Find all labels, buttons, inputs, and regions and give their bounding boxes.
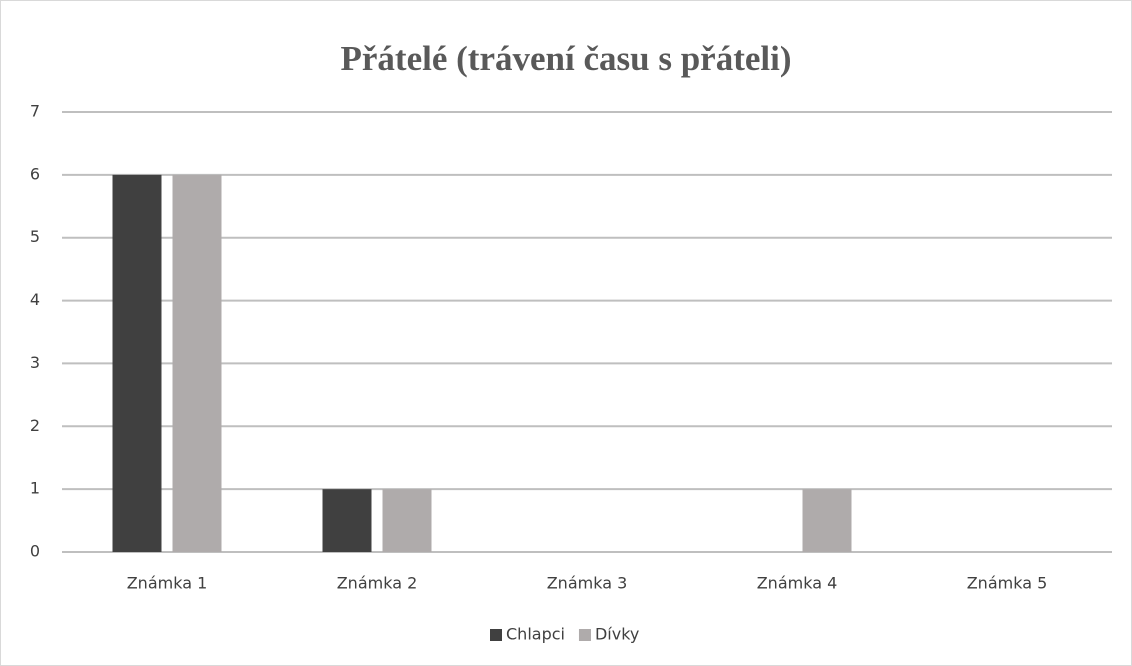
y-tick-label: 5 — [30, 227, 40, 246]
bar — [382, 489, 432, 552]
x-tick-label: Známka 1 — [127, 574, 208, 593]
x-tick-label: Známka 4 — [757, 574, 838, 593]
bar — [172, 174, 222, 552]
legend-label: Chlapci — [506, 625, 565, 644]
y-tick-label: 6 — [30, 164, 40, 183]
x-tick-label: Známka 2 — [337, 574, 418, 593]
x-tick-label: Známka 5 — [967, 574, 1048, 593]
y-tick-label: 2 — [30, 416, 40, 435]
y-tick-label: 7 — [30, 102, 40, 121]
legend-swatch — [578, 629, 591, 641]
y-tick-label: 3 — [30, 353, 40, 372]
bar — [322, 489, 372, 552]
legend-swatch — [490, 629, 502, 641]
legend-label: Dívky — [595, 625, 639, 644]
x-tick-label: Známka 3 — [547, 574, 628, 593]
y-tick-label: 1 — [30, 479, 40, 498]
chart-title: Přátelé (trávení času s přáteli) — [341, 39, 792, 78]
bar — [802, 489, 852, 552]
y-tick-label: 4 — [30, 290, 40, 309]
y-tick-label: 0 — [30, 542, 40, 561]
bar — [112, 174, 162, 552]
